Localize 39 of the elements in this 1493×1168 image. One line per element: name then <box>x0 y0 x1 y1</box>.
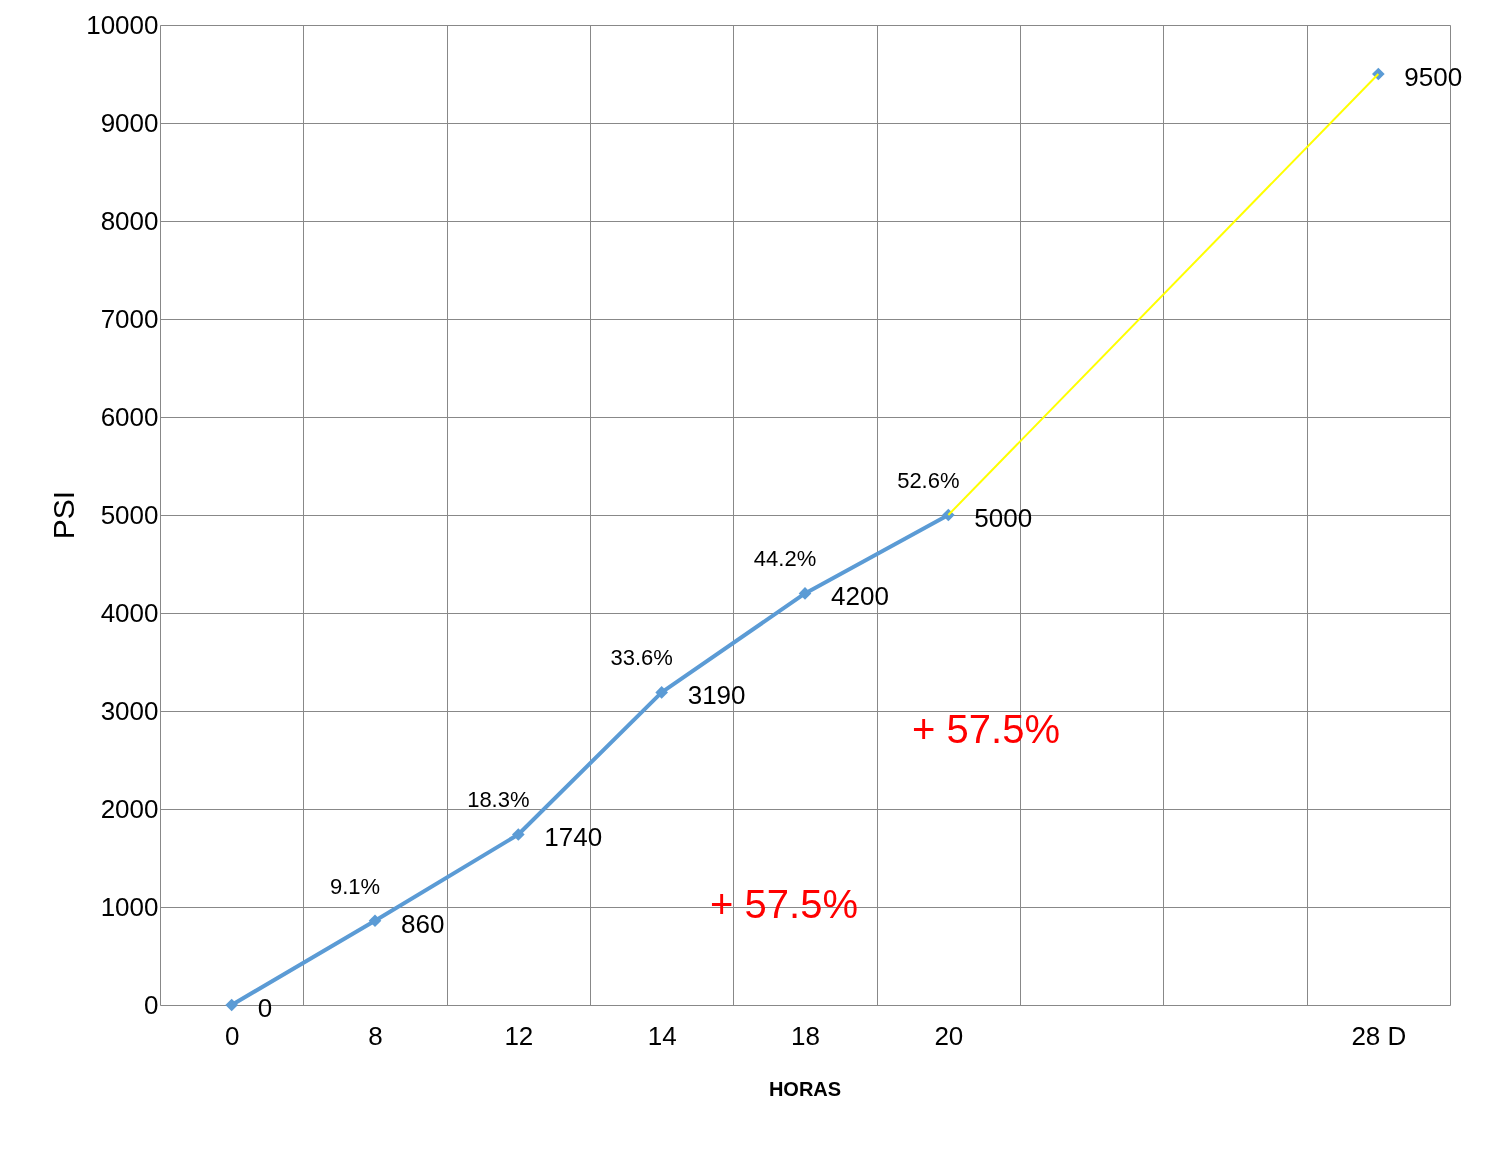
x-tick-label: 8 <box>368 1020 383 1051</box>
point <box>512 828 525 841</box>
data-label: 9500 <box>1404 62 1463 92</box>
y-tick-label: 7000 <box>100 303 159 334</box>
y-tick-label: 3000 <box>100 695 159 726</box>
x-tick-label: 0 <box>224 1020 240 1051</box>
y-tick-label: 2000 <box>100 793 159 824</box>
annotation: 52.6% <box>897 468 960 493</box>
x-axis-title: HORAS <box>768 1078 842 1100</box>
point <box>655 686 668 699</box>
y-tick-label: 6000 <box>100 401 159 432</box>
data-label: 0 <box>257 993 273 1023</box>
x-tick-label: 20 <box>934 1020 964 1051</box>
y-tick-label: 0 <box>144 989 159 1020</box>
point <box>798 587 812 600</box>
y-tick-label: 4000 <box>100 597 159 628</box>
x-tick-label: 28 D <box>1351 1020 1407 1051</box>
y-tick-label: 5000 <box>100 499 159 530</box>
y-tick-label: 9000 <box>100 107 159 138</box>
annotation: 33.6% <box>610 645 673 671</box>
y-tick-label: 8000 <box>100 205 159 236</box>
data-label: 5000 <box>974 503 1033 533</box>
y-axis-title: PSI <box>47 490 80 540</box>
x-tick-label: 12 <box>504 1020 534 1051</box>
point <box>368 914 382 928</box>
annotation: 44.2% <box>753 546 817 572</box>
data-label: 860 <box>401 908 445 939</box>
y-tick-label: 10000 <box>86 9 159 40</box>
annotation: + 57.5% <box>710 882 858 926</box>
point <box>225 998 238 1012</box>
x-tick-label: 18 <box>791 1020 820 1051</box>
annotation: + 57.5% <box>912 707 1060 751</box>
annotation: 9.1% <box>329 873 381 899</box>
data-label: 3190 <box>687 680 746 711</box>
data-label: 4200 <box>831 581 889 612</box>
annotation: 18.3% <box>467 787 530 813</box>
data-label: 1740 <box>544 822 603 853</box>
y-tick-label: 1000 <box>100 891 159 922</box>
x-tick-label: 14 <box>647 1020 677 1051</box>
